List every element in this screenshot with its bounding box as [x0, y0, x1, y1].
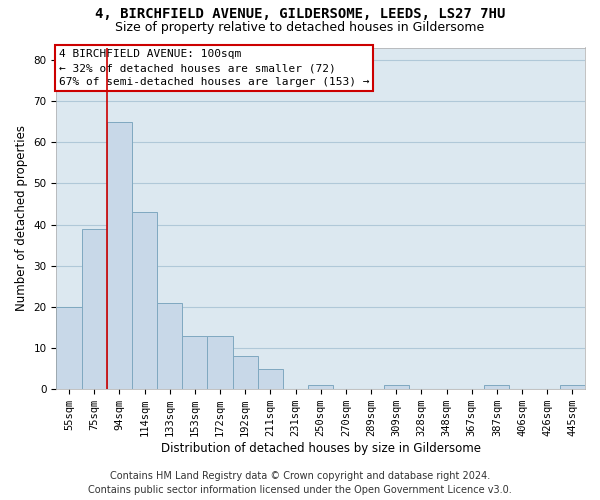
Text: 4 BIRCHFIELD AVENUE: 100sqm
← 32% of detached houses are smaller (72)
67% of sem: 4 BIRCHFIELD AVENUE: 100sqm ← 32% of det… [59, 49, 370, 87]
Y-axis label: Number of detached properties: Number of detached properties [15, 126, 28, 312]
Bar [383, 385, 409, 389]
X-axis label: Distribution of detached houses by size in Gildersome: Distribution of detached houses by size … [161, 442, 481, 455]
Bar [258, 368, 283, 389]
Bar [182, 336, 208, 389]
Bar [560, 385, 585, 389]
Bar [308, 385, 333, 389]
Bar [132, 212, 157, 389]
Bar [157, 303, 182, 389]
Text: Contains HM Land Registry data © Crown copyright and database right 2024.
Contai: Contains HM Land Registry data © Crown c… [88, 471, 512, 495]
Bar [484, 385, 509, 389]
Bar [56, 307, 82, 389]
Text: Size of property relative to detached houses in Gildersome: Size of property relative to detached ho… [115, 21, 485, 34]
Bar [233, 356, 258, 389]
Bar [107, 122, 132, 389]
Text: 4, BIRCHFIELD AVENUE, GILDERSOME, LEEDS, LS27 7HU: 4, BIRCHFIELD AVENUE, GILDERSOME, LEEDS,… [95, 8, 505, 22]
Bar [82, 228, 107, 389]
Bar [208, 336, 233, 389]
